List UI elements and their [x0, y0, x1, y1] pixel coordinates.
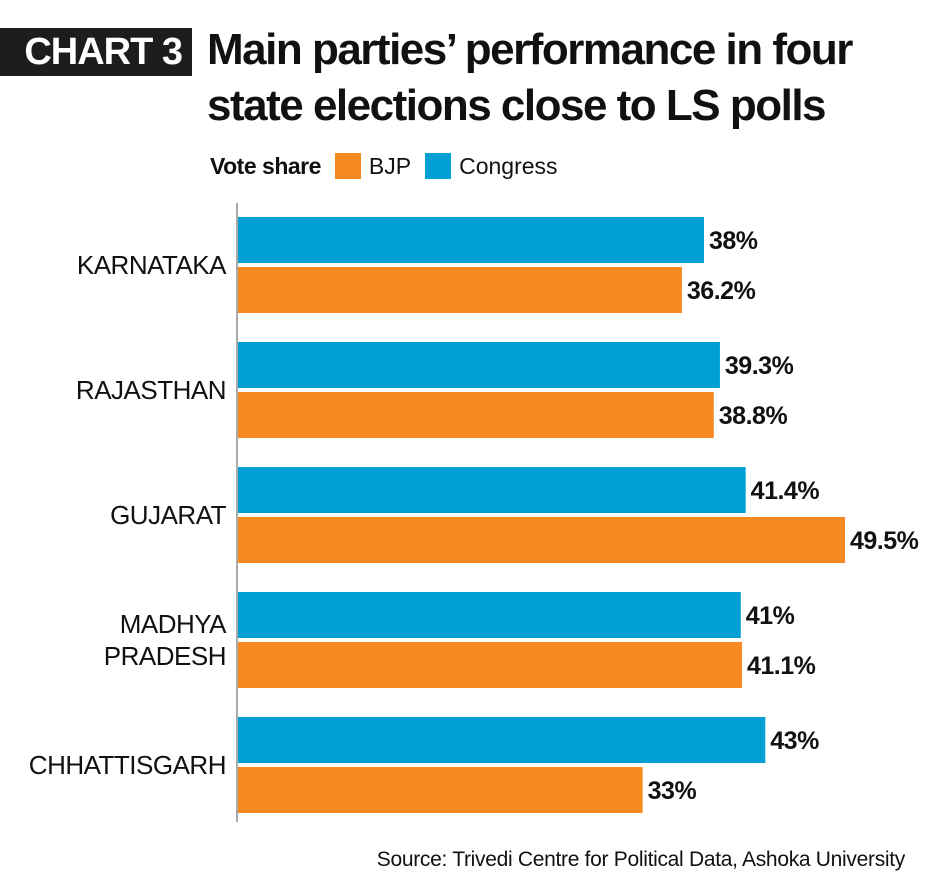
bar-bjp-karnataka [238, 267, 682, 313]
value-label-congress-chhattisgarh: 43% [770, 727, 819, 755]
legend-item-bjp: BJP [334, 152, 412, 180]
value-label-bjp-chhattisgarh: 33% [648, 777, 697, 805]
category-label-line: CHHATTISGARH [29, 750, 226, 780]
category-label-gujarat: GUJARAT [110, 500, 227, 530]
source-note: Source: Trivedi Centre for Political Dat… [376, 848, 906, 871]
value-label-congress-karnataka: 38% [709, 227, 758, 255]
chart-number-tag: CHART 3 [0, 28, 192, 76]
value-label-bjp-gujarat: 49.5% [850, 527, 919, 555]
value-label-bjp-rajasthan: 38.8% [719, 402, 788, 430]
bar-bjp-gujarat [238, 517, 845, 563]
category-label-line: KARNATAKA [77, 250, 227, 280]
legend-label-congress: Congress [459, 152, 558, 179]
bar-bjp-madhya-pradesh [238, 642, 742, 688]
legend-swatch-congress [425, 153, 452, 179]
legend-label-bjp: BJP [368, 152, 412, 179]
category-label-line: MADHYA [120, 609, 227, 639]
bar-congress-madhya-pradesh [238, 592, 741, 638]
title-line-1: Main parties’ performance in four [207, 25, 853, 74]
bar-congress-chhattisgarh [238, 717, 766, 763]
category-label-madhya-pradesh: MADHYA PRADESH [104, 609, 227, 671]
value-label-congress-madhya-pradesh: 41% [746, 602, 795, 630]
legend-swatch-bjp [334, 153, 361, 179]
value-label-congress-gujarat: 41.4% [751, 477, 820, 505]
legend: Vote share BJP Congress [210, 148, 572, 184]
value-label-bjp-madhya-pradesh: 41.1% [747, 652, 816, 680]
category-label-line: PRADESH [104, 641, 226, 671]
title-line-2: state elections close to LS polls [207, 81, 827, 130]
category-label-line: RAJASTHAN [76, 375, 226, 405]
bar-bjp-chhattisgarh [238, 767, 643, 813]
bar-congress-karnataka [238, 217, 704, 263]
category-label-rajasthan: RAJASTHAN [76, 375, 226, 405]
chart-title: Main parties’ performance in four state … [207, 22, 927, 134]
bar-congress-gujarat [238, 467, 746, 513]
category-label-karnataka: KARNATAKA [77, 250, 227, 280]
value-label-bjp-karnataka: 36.2% [687, 277, 756, 305]
category-label-line: GUJARAT [110, 500, 227, 530]
value-label-congress-rajasthan: 39.3% [725, 352, 794, 380]
legend-title: Vote share [210, 152, 321, 179]
bar-congress-rajasthan [238, 342, 720, 388]
bar-bjp-rajasthan [238, 392, 714, 438]
category-label-chhattisgarh: CHHATTISGARH [29, 750, 226, 780]
legend-item-congress: Congress [425, 152, 558, 180]
